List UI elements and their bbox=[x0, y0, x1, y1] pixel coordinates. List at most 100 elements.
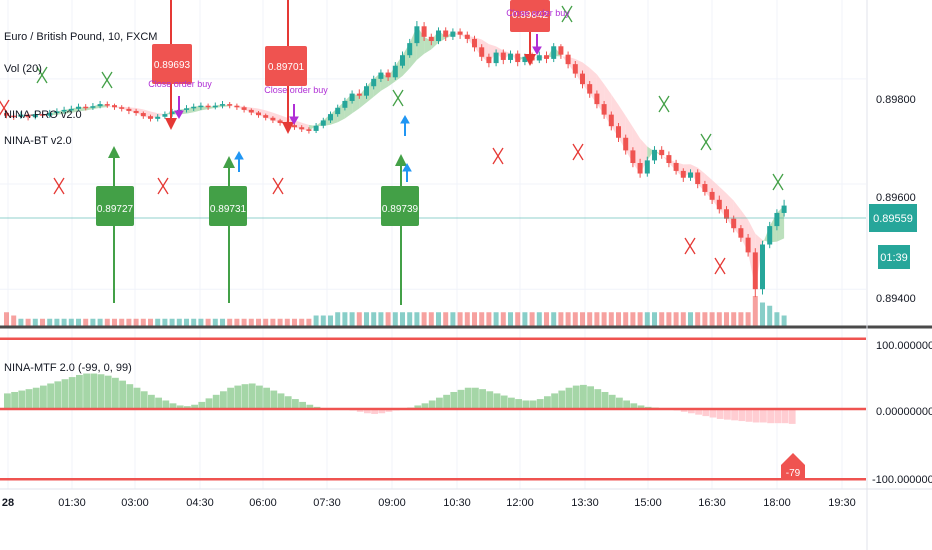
oscillator-bar bbox=[457, 389, 465, 409]
oscillator-levels bbox=[0, 337, 866, 481]
candle-body bbox=[47, 113, 53, 116]
volume-bar bbox=[500, 312, 506, 326]
candle-body bbox=[385, 72, 391, 78]
volume-bar bbox=[342, 312, 348, 326]
volume-bar bbox=[104, 318, 110, 326]
oscillator-bar bbox=[688, 409, 695, 414]
time-axis[interactable]: 28 01:30 03:00 04:30 06:00 07:30 09:00 10:30 12:… bbox=[2, 497, 856, 509]
red-cross-marker bbox=[572, 143, 584, 161]
candle-body bbox=[500, 52, 506, 60]
oscillator-bar bbox=[594, 389, 602, 409]
oscillator-bar bbox=[695, 409, 702, 415]
oscillator-bar bbox=[630, 403, 638, 409]
sell-signal-3: 0.89842 bbox=[510, 0, 550, 66]
candle-body bbox=[673, 163, 679, 171]
close-order-text-2: Close order buy bbox=[264, 85, 328, 95]
purple-arrow-2 bbox=[289, 104, 299, 126]
volume-bar bbox=[284, 318, 290, 326]
oscillator-tick-label: 100.00000000 bbox=[876, 340, 932, 352]
time-tick-label: 12:00 bbox=[506, 497, 534, 509]
oscillator-bar bbox=[112, 377, 119, 409]
candle-body bbox=[248, 109, 254, 113]
price-axis[interactable]: 0.89800 0.89600 0.89400 bbox=[876, 94, 916, 305]
candle-body bbox=[119, 107, 125, 109]
volume-bar bbox=[407, 312, 413, 326]
candlesticks[interactable] bbox=[4, 21, 787, 298]
time-tick-label: 19:30 bbox=[828, 497, 856, 509]
volume-bar bbox=[25, 318, 31, 326]
red-cross-marker bbox=[492, 147, 504, 165]
purple-arrow-1 bbox=[174, 96, 184, 120]
candle-body bbox=[493, 52, 499, 64]
oscillator-axis[interactable]: 100.00000000 0.00000000 -100.00000000 bbox=[872, 340, 932, 486]
oscillator-bar bbox=[97, 374, 105, 409]
volume-bar bbox=[644, 312, 650, 326]
candle-body bbox=[752, 252, 758, 290]
price-tick-label: 0.89600 bbox=[876, 192, 916, 204]
symbol-title: Euro / British Pound, 10, FXCM bbox=[4, 31, 157, 43]
candle-body bbox=[378, 72, 384, 79]
volume-bar bbox=[97, 318, 103, 326]
candle-body bbox=[536, 55, 542, 61]
oscillator-bar bbox=[162, 400, 170, 409]
oscillator-bar bbox=[551, 393, 558, 409]
oscillator-bar bbox=[522, 400, 530, 409]
oscillator-bar bbox=[493, 393, 501, 409]
oscillator-bar bbox=[104, 375, 112, 409]
oscillator-badge: -79 bbox=[781, 453, 805, 480]
green-cross-marker bbox=[772, 173, 784, 191]
volume-bar bbox=[666, 312, 672, 326]
volume-bar bbox=[220, 318, 225, 326]
volume-bar bbox=[112, 318, 117, 326]
volume-title: Vol (20) bbox=[4, 63, 42, 75]
volume-bar bbox=[371, 312, 377, 326]
volume-bar bbox=[630, 312, 636, 326]
oscillator-bar bbox=[270, 390, 278, 409]
time-tick-label: 16:30 bbox=[698, 497, 726, 509]
volume-bar bbox=[522, 312, 528, 326]
buy-signal-3: 0.89739 bbox=[381, 154, 419, 305]
volume-bar bbox=[47, 318, 53, 326]
volume-bar bbox=[227, 318, 233, 326]
purple-arrow-3 bbox=[532, 34, 542, 56]
volume-bar bbox=[205, 318, 211, 326]
oscillator-bar bbox=[767, 409, 774, 424]
volume-bar bbox=[176, 318, 182, 326]
oscillator-bar bbox=[133, 387, 141, 409]
volume-bar bbox=[54, 318, 60, 326]
candle-body bbox=[18, 114, 24, 117]
green-cross-marker bbox=[561, 5, 573, 23]
candle-body bbox=[364, 86, 369, 96]
green-cross-marker bbox=[36, 66, 48, 84]
candle-body bbox=[580, 73, 585, 85]
volume-bar bbox=[731, 312, 737, 326]
oscillator-bar bbox=[558, 390, 566, 409]
candle-body bbox=[421, 26, 427, 37]
volume-bar bbox=[169, 318, 175, 326]
time-tick-label: 09:00 bbox=[378, 497, 406, 509]
oscillator-bar bbox=[515, 399, 522, 409]
volume-bar bbox=[428, 312, 434, 326]
oscillator-bar bbox=[191, 404, 198, 409]
candle-body bbox=[565, 54, 571, 65]
sell-signal-label-1: 0.89693 bbox=[154, 60, 191, 71]
candle-body bbox=[515, 53, 521, 63]
oscillator-bar bbox=[738, 409, 746, 422]
cross-markers bbox=[0, 5, 784, 275]
candle-body bbox=[774, 212, 780, 227]
candle-body bbox=[126, 108, 132, 111]
time-tick-label: 28 bbox=[2, 497, 14, 509]
red-cross-marker bbox=[714, 257, 726, 275]
green-cross-marker bbox=[700, 133, 712, 151]
volume-bar bbox=[781, 315, 787, 326]
volume-bar bbox=[486, 312, 492, 326]
time-tick-label: 18:00 bbox=[763, 497, 791, 509]
candle-body bbox=[335, 107, 341, 115]
candle-body bbox=[133, 110, 139, 114]
candle-body bbox=[342, 100, 348, 108]
countdown-value: 01:39 bbox=[880, 252, 908, 264]
candle-body bbox=[587, 84, 593, 94]
oscillator-bar bbox=[241, 384, 249, 409]
candle-body bbox=[320, 120, 326, 126]
